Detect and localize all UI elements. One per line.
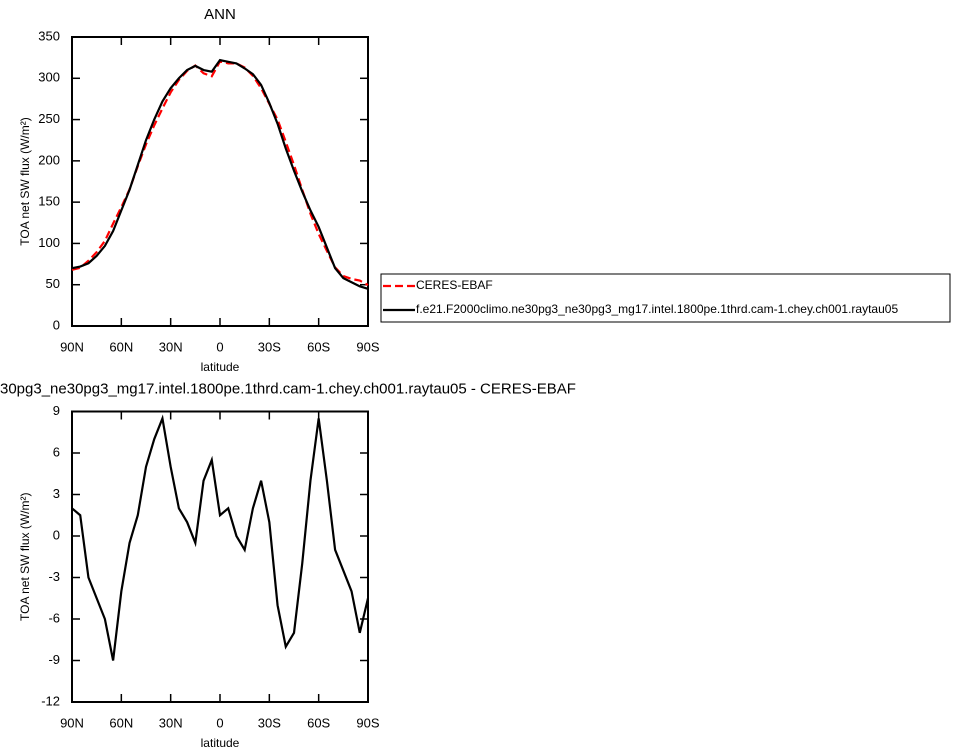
x-tick-label: 30N [159, 339, 183, 354]
x-tick-label: 60S [307, 715, 330, 730]
x-tick-label: 30S [258, 339, 281, 354]
y-tick-label: 6 [53, 444, 60, 459]
y-axis-label: TOA net SW flux (W/m²) [18, 493, 32, 621]
y-tick-label: 9 [53, 403, 60, 418]
y-tick-label: 300 [38, 70, 60, 85]
x-tick-label: 0 [216, 715, 223, 730]
y-tick-label: -6 [48, 610, 60, 625]
y-axis-label: TOA net SW flux (W/m²) [18, 117, 32, 245]
legend-box [380, 273, 951, 323]
y-tick-label: -3 [48, 569, 60, 584]
y-tick-label: -12 [41, 693, 60, 708]
x-tick-label: 60S [307, 339, 330, 354]
x-tick-label: 90S [356, 715, 379, 730]
x-tick-label: 90S [356, 339, 379, 354]
y-tick-label: 350 [38, 28, 60, 43]
chart-title: f.e21.F2000climo.ne30pg3_ne30pg3_mg17.in… [0, 380, 576, 397]
y-tick-label: 200 [38, 152, 60, 167]
legend-label: f.e21.F2000climo.ne30pg3_ne30pg3_mg17.in… [416, 302, 898, 316]
x-tick-label: 90N [60, 715, 84, 730]
x-tick-label: 90N [60, 339, 84, 354]
series-line [71, 414, 370, 661]
chart-title: ANN [204, 6, 236, 23]
y-tick-label: 3 [53, 486, 60, 501]
x-axis-label: latitude [201, 736, 240, 750]
y-tick-label: 100 [38, 235, 60, 250]
y-tick-label: -9 [48, 652, 60, 667]
series-line [71, 58, 369, 290]
plot-frame [71, 36, 369, 327]
legend-label: CERES-EBAF [416, 278, 493, 292]
y-tick-label: 0 [53, 317, 60, 332]
x-tick-label: 30N [159, 715, 183, 730]
y-tick-label: 50 [46, 276, 60, 291]
x-tick-label: 30S [258, 715, 281, 730]
series-line [71, 60, 369, 287]
x-tick-label: 60N [109, 339, 133, 354]
y-tick-label: 250 [38, 111, 60, 126]
x-axis-label: latitude [201, 360, 240, 374]
x-tick-label: 0 [216, 339, 223, 354]
y-tick-label: 150 [38, 194, 60, 209]
y-tick-label: 0 [53, 527, 60, 542]
x-tick-label: 60N [109, 715, 133, 730]
